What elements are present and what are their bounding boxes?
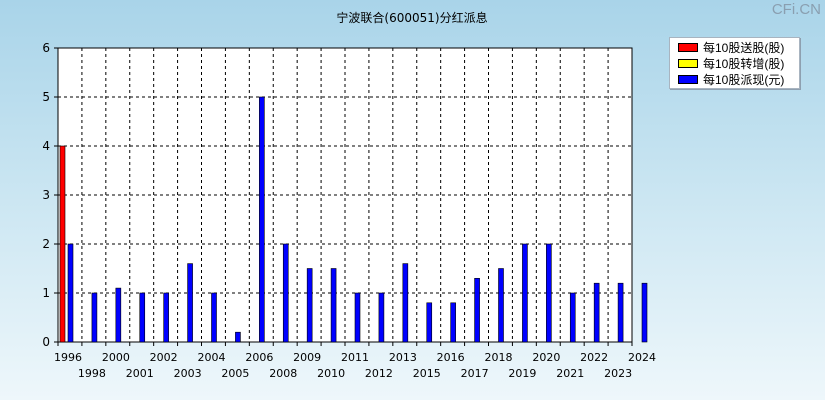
x-tick-label: 2003 xyxy=(174,367,202,380)
x-tick-label: 2000 xyxy=(102,351,130,364)
bar-cash xyxy=(641,282,648,343)
x-tick-label: 2005 xyxy=(221,367,249,380)
bar-cash xyxy=(163,292,169,343)
bars xyxy=(59,96,648,343)
bar-cash xyxy=(569,292,576,343)
bar-cash xyxy=(378,292,385,343)
x-tick-label: 2006 xyxy=(245,351,273,364)
bar-cash xyxy=(354,292,361,343)
x-tick-label: 2010 xyxy=(317,367,345,380)
y-axis: 0 1 2 3 4 5 6 xyxy=(42,41,58,349)
legend-swatch-transfer xyxy=(678,59,698,68)
x-axis: 1996 1998 2000 2001 2002 2003 2004 2005 2006 2008… xyxy=(54,342,656,380)
bar-cash xyxy=(235,331,241,343)
bar-send xyxy=(59,145,66,343)
x-tick-label: 2013 xyxy=(389,351,417,364)
x-tick-label: 2016 xyxy=(437,351,465,364)
x-tick-label: 2022 xyxy=(580,351,608,364)
x-tick-label: 2012 xyxy=(365,367,393,380)
x-tick-label: 2002 xyxy=(150,351,178,364)
y-tick-label: 3 xyxy=(42,188,50,202)
bar-cash xyxy=(426,302,433,343)
bar-cash xyxy=(91,292,98,343)
y-tick-label: 4 xyxy=(42,139,50,153)
y-tick-label: 6 xyxy=(42,41,50,55)
x-tick-label: 1998 xyxy=(78,367,106,380)
y-tick-label: 5 xyxy=(42,90,50,104)
bar-cash xyxy=(450,302,456,343)
chart-title: 宁波联合(600051)分红派息 xyxy=(336,10,487,25)
bar-cash xyxy=(139,292,146,343)
bar-cash xyxy=(330,268,337,343)
bar-cash xyxy=(593,282,600,343)
y-tick-label: 2 xyxy=(42,237,50,251)
legend-item-transfer: 每10股转增(股) xyxy=(670,56,799,71)
x-tick-label: 2009 xyxy=(293,351,321,364)
bar-cash xyxy=(211,292,217,343)
legend-label-send: 每10股送股(股) xyxy=(703,41,785,55)
y-tick-label: 1 xyxy=(42,286,50,300)
x-tick-label: 2021 xyxy=(556,367,584,380)
x-tick-label: 2011 xyxy=(341,351,369,364)
legend: 每10股送股(股) 每10股转增(股) 每10股派现(元) xyxy=(669,37,800,89)
x-tick-label: 2019 xyxy=(508,367,536,380)
x-tick-label: 2008 xyxy=(269,367,297,380)
bar-cash xyxy=(306,268,313,343)
legend-item-cash: 每10股派现(元) xyxy=(670,72,799,87)
bar-cash xyxy=(259,96,265,343)
legend-swatch-cash xyxy=(678,75,698,84)
x-tick-label: 2018 xyxy=(485,351,513,364)
x-tick-label: 2024 xyxy=(628,351,656,364)
bar-cash xyxy=(474,277,480,343)
x-tick-label: 2020 xyxy=(532,351,560,364)
legend-swatch-send xyxy=(678,43,698,52)
bar-cash xyxy=(402,263,409,343)
watermark: CFi.CN xyxy=(771,1,821,18)
bar-cash xyxy=(498,268,504,343)
bar-cash xyxy=(67,243,74,343)
legend-label-transfer: 每10股转增(股) xyxy=(703,57,785,71)
grid-lines xyxy=(58,48,632,342)
x-tick-label: 1996 xyxy=(54,351,82,364)
bar-cash xyxy=(617,282,624,343)
x-tick-label: 2001 xyxy=(126,367,154,380)
legend-label-cash: 每10股派现(元) xyxy=(703,73,785,87)
bar-cash xyxy=(115,287,122,343)
x-tick-label: 2017 xyxy=(461,367,489,380)
bar-cash xyxy=(546,243,552,343)
bar-cash xyxy=(187,263,193,343)
x-tick-label: 2023 xyxy=(604,367,632,380)
x-tick-label: 2004 xyxy=(198,351,226,364)
legend-item-send: 每10股送股(股) xyxy=(670,40,799,55)
bar-cash xyxy=(282,243,289,343)
x-tick-label: 2015 xyxy=(413,367,441,380)
bar-cash xyxy=(522,243,528,343)
y-tick-label: 0 xyxy=(42,335,50,349)
